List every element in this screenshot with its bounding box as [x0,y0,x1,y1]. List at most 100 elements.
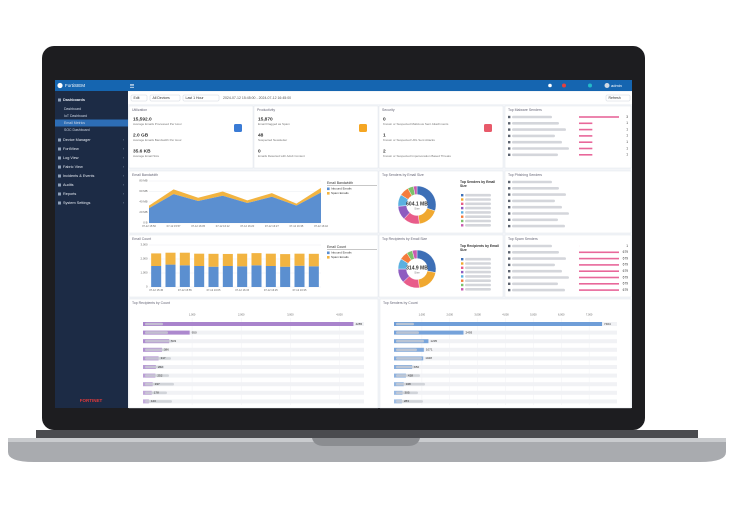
menu-item[interactable]: FortiView [63,147,79,151]
avatar[interactable] [604,83,610,88]
x-tick-label: 07-12 16:42 [314,224,328,228]
redacted-name [145,357,171,360]
bar-track [143,339,364,344]
bar-value: 262 [158,365,163,369]
x-tick-label: 1,000 [419,313,426,317]
metric-value: 15,592.0 [133,116,152,122]
menu-item[interactable]: Reports [63,192,76,196]
base-notch [312,438,420,446]
bar-track [143,356,364,361]
panel [128,105,254,169]
list-value: 1 [626,140,628,144]
row-icon [508,282,511,285]
list-bar [579,289,619,291]
submenu-item[interactable]: Dashboard [64,107,81,111]
redacted-name [145,339,173,343]
menu-icon [58,147,61,151]
inbound-area [149,192,321,223]
menu-item[interactable]: Fabric View [63,165,83,169]
legend-swatch [461,288,464,291]
redacted-name [512,269,562,273]
legend-swatch [461,202,464,205]
legend-label: Spam Emails [331,255,349,259]
x-tick-label: 07-12 15:55 [178,288,192,292]
menu-item[interactable]: Audits [63,183,74,187]
menu-line [130,87,134,88]
redacted-name [512,276,569,279]
row-icon [508,147,511,150]
redacted-name [465,224,491,227]
redacted-name [465,270,491,274]
toolbar-label[interactable]: Last 1 Hour [186,96,205,100]
menu-item[interactable]: Device Manager [63,138,91,142]
bar-track [143,347,364,352]
metric-label: Average Email Size [133,154,159,158]
legend-title: Email Bandwidth [327,181,353,185]
redacted-name [145,374,169,377]
redacted-name [396,348,417,352]
y-tick-label: 80 MB [139,179,147,183]
row-icon [508,141,511,144]
list-value: 1 [626,146,628,150]
redacted-name [465,206,491,210]
redacted-name [512,180,552,184]
bar-track [143,399,364,404]
bar-segment [194,266,205,287]
widget-icon [484,124,492,132]
legend-swatch [461,194,464,197]
help-icon[interactable] [548,83,552,88]
app-title: FortiSIEM [65,83,85,88]
toolbar-button[interactable] [182,94,220,102]
row-icon [508,206,511,209]
panel-title: Top Senders by Count [383,301,418,305]
chevron: › [123,138,125,142]
menu-item[interactable]: System Settings [63,201,91,205]
alert-icon[interactable] [562,83,566,88]
submenu-item[interactable]: Email Metrics [64,121,85,125]
metric-label: Known or Suspected Impersonation Based T… [383,154,451,158]
redacted-name [145,400,172,403]
redacted-name [512,212,569,215]
bar-track [394,382,617,387]
toolbar-label[interactable]: Refresh [609,96,621,100]
submenu-item[interactable]: IoT Dashboard [64,114,87,118]
hinge [36,430,698,438]
user-name[interactable]: admin [611,83,622,88]
menu-item[interactable]: Dashboards [63,98,85,102]
toolbar-button[interactable] [149,94,181,102]
x-tick-label: 07-12 16:35 [289,224,303,228]
list-bar [579,270,619,272]
menu-item[interactable]: Incidents & Events [63,174,95,178]
x-tick-label: 7,000 [586,313,593,317]
x-tick-label: 07-12 15:57 [167,224,181,228]
redacted-name [512,288,565,292]
redacted-name [512,282,558,286]
toolbar-label[interactable]: Edit [134,96,140,100]
redacted-name [145,322,163,326]
bar-value: 4285 [355,322,362,326]
row-icon [508,199,511,203]
y-tick-label: 60 MB [139,189,147,193]
redacted-name [465,275,491,278]
bar-track [394,356,617,361]
legend-swatch [461,258,464,261]
menu-item[interactable]: Log View [63,156,79,160]
redacted-name [512,205,562,209]
chevron: › [123,174,125,178]
redacted-name [145,382,174,386]
row-icon [508,122,511,125]
legend-swatch [327,187,330,191]
x-tick-label: 3,000 [474,313,481,317]
donut-center-label: Size [414,271,420,275]
toolbar-label[interactable]: All Devices [153,96,171,100]
bar-segment [280,254,291,267]
legend-swatch [461,279,464,282]
toolbar-button[interactable] [130,94,148,102]
submenu-item[interactable]: SOC Dashboard [64,128,90,132]
toolbar-button[interactable] [605,94,631,102]
bar-value: 1071 [426,348,433,352]
legend-title: Top Recipients by Email Size [460,244,499,252]
menu-icon[interactable] [130,84,134,88]
